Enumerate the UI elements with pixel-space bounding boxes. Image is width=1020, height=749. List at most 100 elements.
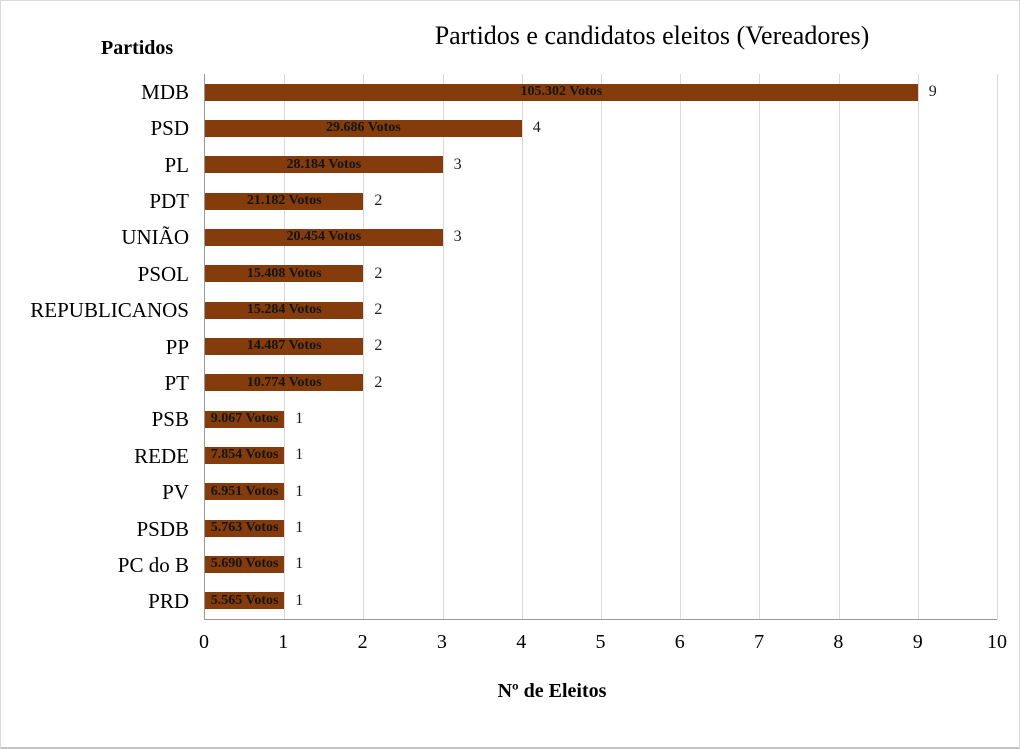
bar-row: 105.302 Votos 9 [205, 74, 997, 110]
gridline [521, 74, 523, 619]
bar-row: 15.408 Votos 2 [205, 256, 997, 292]
x-tick-label: 0 [199, 631, 209, 653]
bar-votes-label: 15.284 Votos [246, 302, 322, 318]
bar-votes-label: 20.454 Votos [286, 229, 362, 245]
category-label: PL [164, 152, 189, 177]
bar-row: 5.565 Votos 1 [205, 583, 997, 619]
bar-row: 14.487 Votos 2 [205, 328, 997, 364]
y-axis-category-labels: MDB PSD PL PDT UNIÃO PSOL REPUBLICANOS PP PT PSB R… [1, 74, 189, 620]
elected-count-label: 3 [453, 155, 462, 173]
bar-votes-label: 5.565 Votos [210, 592, 279, 608]
elected-count-label: 2 [374, 301, 383, 319]
x-tick-label: 1 [278, 631, 289, 653]
gridline [363, 74, 365, 619]
category-label: PP [165, 334, 189, 359]
bar-row: 5.763 Votos 1 [205, 510, 997, 546]
x-tick-label: 3 [436, 631, 447, 653]
bar: 15.284 Votos [205, 301, 364, 319]
category-label: UNIÃO [121, 225, 189, 250]
bar-votes-label: 7.854 Votos [210, 447, 279, 463]
gridline [680, 74, 682, 619]
category-label: PSOL [137, 261, 189, 286]
elected-count-label: 3 [453, 228, 462, 246]
bar-row: 7.854 Votos 1 [205, 437, 997, 473]
gridline [838, 74, 840, 619]
gridline [442, 74, 444, 619]
category-label: PT [164, 370, 189, 395]
bar-votes-label: 29.686 Votos [326, 120, 401, 136]
bar-row: 5.690 Votos 1 [205, 546, 997, 582]
bar-row: 20.454 Votos 3 [205, 219, 997, 255]
bar-row: 6.951 Votos 1 [205, 474, 997, 510]
bar: 6.951 Votos [205, 483, 285, 501]
category-label: PV [162, 480, 189, 505]
bar-row: 15.284 Votos 2 [205, 292, 997, 328]
elected-count-label: 1 [295, 482, 304, 500]
bar: 29.686 Votos [205, 119, 522, 137]
bar-votes-label: 15.408 Votos [246, 265, 322, 281]
bar-votes-label: 21.182 Votos [246, 193, 322, 209]
bar-votes-label: 9.067 Votos [210, 411, 279, 427]
y-axis-title: Partidos [101, 37, 174, 59]
bar-votes-label: 10.774 Votos [246, 374, 322, 390]
x-tick-label: 6 [674, 631, 685, 653]
elected-count-label: 1 [295, 519, 304, 537]
chart-title: Partidos e candidatos eleitos (Vereadore… [434, 21, 870, 50]
gridline [917, 74, 919, 619]
bar: 5.690 Votos [205, 555, 285, 573]
x-tick-label: 9 [912, 631, 923, 653]
bar: 15.408 Votos [205, 265, 364, 283]
elected-count-label: 2 [374, 373, 383, 391]
category-label: PC do B [117, 552, 189, 577]
x-tick-label: 8 [833, 631, 844, 653]
x-tick-label: 7 [754, 631, 765, 653]
category-label: REPUBLICANOS [30, 298, 189, 323]
elected-count-label: 2 [374, 337, 383, 355]
bar-votes-label: 5.690 Votos [210, 556, 279, 572]
elected-count-label: 4 [532, 119, 541, 137]
elected-count-label: 9 [928, 83, 937, 101]
bar: 9.067 Votos [205, 410, 285, 428]
bar: 105.302 Votos [205, 83, 918, 101]
bar-votes-label: 6.951 Votos [210, 483, 279, 499]
category-label: PRD [148, 589, 189, 614]
bar-votes-label: 14.487 Votos [246, 338, 322, 354]
x-axis-title: Nº de Eleitos [497, 680, 607, 702]
bar-row: 29.686 Votos 4 [205, 110, 997, 146]
bar: 21.182 Votos [205, 192, 364, 210]
bar-row: 10.774 Votos 2 [205, 365, 997, 401]
elected-count-label: 1 [295, 410, 304, 428]
bar-row: 28.184 Votos 3 [205, 147, 997, 183]
elected-count-label: 2 [374, 192, 383, 210]
bar: 10.774 Votos [205, 374, 364, 392]
bar-votes-label: 28.184 Votos [286, 156, 362, 172]
elected-count-label: 1 [295, 591, 304, 609]
bar-row: 21.182 Votos 2 [205, 183, 997, 219]
category-label: PSD [150, 116, 189, 141]
bar: 5.565 Votos [205, 592, 285, 610]
category-label: PSB [151, 407, 189, 432]
x-tick-label: 4 [516, 631, 527, 653]
gridline [997, 74, 998, 619]
plot-area: 105.302 Votos 9 29.686 Votos 4 28.184 Votos 3… [204, 74, 998, 620]
bar: 5.763 Votos [205, 519, 285, 537]
bar-row: 9.067 Votos 1 [205, 401, 997, 437]
elected-count-label: 2 [374, 264, 383, 282]
category-label: REDE [134, 443, 189, 468]
bar: 28.184 Votos [205, 156, 443, 174]
gridline [601, 74, 602, 619]
x-axis-tick-labels: 0 1 2 3 4 5 6 7 8 9 10 [199, 629, 1007, 655]
bar: 7.854 Votos [205, 446, 285, 464]
category-label: PDT [149, 188, 189, 213]
bar: 20.454 Votos [205, 228, 443, 246]
elected-count-label: 1 [295, 446, 304, 464]
x-tick-label: 2 [357, 631, 368, 653]
x-tick-label: 10 [987, 631, 1007, 653]
bar: 14.487 Votos [205, 337, 364, 355]
elected-count-label: 1 [295, 555, 304, 573]
category-label: MDB [141, 79, 189, 104]
category-label: PSDB [136, 516, 189, 541]
x-tick-label: 5 [595, 631, 606, 653]
gridline [759, 74, 761, 619]
